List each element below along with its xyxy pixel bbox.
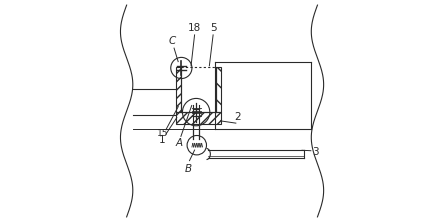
Text: 2: 2: [234, 113, 241, 123]
Text: 15: 15: [157, 129, 168, 138]
Text: C: C: [169, 36, 176, 46]
Bar: [176, 112, 221, 124]
Text: 3: 3: [312, 147, 319, 157]
Text: 5: 5: [210, 23, 217, 33]
Bar: [176, 67, 181, 112]
Text: 1: 1: [159, 135, 166, 145]
Text: A: A: [175, 138, 183, 148]
Text: B: B: [185, 164, 192, 174]
Text: 18: 18: [188, 23, 201, 33]
Bar: [216, 67, 221, 112]
